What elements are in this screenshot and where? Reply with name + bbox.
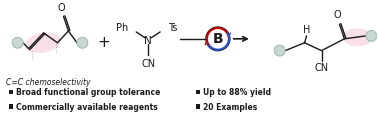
Ellipse shape: [343, 29, 373, 46]
Text: Ph: Ph: [116, 23, 128, 33]
Bar: [196, 105, 200, 109]
Text: O: O: [58, 3, 65, 13]
Text: CN: CN: [314, 63, 328, 73]
Text: O: O: [334, 10, 341, 20]
Text: C=C chemoselectivity: C=C chemoselectivity: [6, 78, 90, 87]
Text: Commercially available reagents: Commercially available reagents: [16, 103, 158, 112]
Bar: [9, 105, 13, 109]
Bar: [196, 90, 200, 94]
Text: Up to 88% yield: Up to 88% yield: [203, 88, 271, 97]
Circle shape: [274, 45, 285, 56]
Text: B: B: [212, 32, 223, 46]
Text: Ts: Ts: [168, 23, 177, 33]
Text: 20 Examples: 20 Examples: [203, 103, 258, 112]
Text: N: N: [144, 36, 152, 46]
Circle shape: [366, 31, 377, 41]
Circle shape: [77, 37, 88, 48]
Circle shape: [206, 27, 230, 51]
Circle shape: [12, 37, 23, 48]
Bar: [9, 90, 13, 94]
Ellipse shape: [25, 33, 61, 53]
Text: +: +: [97, 35, 110, 50]
Text: Broad functional group tolerance: Broad functional group tolerance: [16, 88, 161, 97]
Text: CN: CN: [141, 59, 155, 69]
Text: H: H: [303, 25, 310, 35]
